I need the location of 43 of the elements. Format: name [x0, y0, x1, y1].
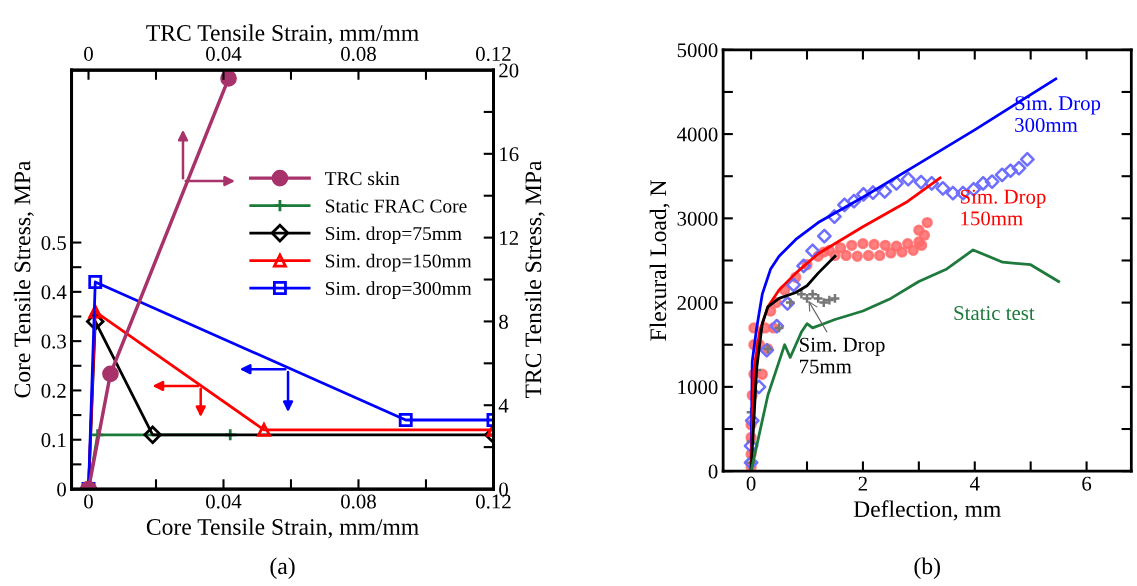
- y2-tick-label: 20: [499, 63, 519, 78]
- series-label: Static test: [954, 306, 1035, 321]
- legend-label: Static FRAC Core: [325, 199, 467, 213]
- x-tick-label: 4: [969, 476, 980, 491]
- y2-tick-label: 8: [499, 314, 508, 329]
- y-tick-label: 0.1: [41, 433, 66, 448]
- text: (b): [914, 557, 940, 579]
- x-axis-title: Core Tensile Strain, mm/mm: [146, 518, 419, 539]
- y-axis-title: Flexural Load, N: [649, 180, 670, 341]
- y-tick-label: 5000: [677, 43, 718, 58]
- text: (a): [270, 557, 295, 579]
- annotation: Sim. Drop 75mm: [799, 337, 885, 374]
- x-tick-label: 2: [858, 476, 867, 491]
- y-tick-label: 0: [708, 464, 718, 479]
- x2-tick-label: 0.12: [476, 46, 511, 62]
- y-tick-label: 2000: [677, 295, 718, 311]
- x-tick-label: 0.04: [206, 494, 242, 509]
- x-tick-label: 0: [84, 494, 93, 509]
- legend-label: TRC skin: [325, 171, 400, 186]
- legend-label: Sim. drop=300mm: [325, 281, 472, 299]
- legend-label: Sim. drop=150mm: [325, 253, 472, 272]
- y-tick-label: 3000: [677, 211, 718, 226]
- legend-label: Sim. drop=75mm: [325, 226, 462, 245]
- x2-tick-label: 0: [84, 46, 93, 61]
- x-tick-label: 6: [1082, 476, 1092, 491]
- y2-tick-label: 16: [500, 147, 519, 162]
- y2-tick-label: 12: [500, 231, 518, 245]
- y-tick-label: 4000: [677, 127, 718, 142]
- x2-axis-title: TRC Tensile Strain, mm/mm: [146, 24, 419, 45]
- x-axis-title: Deflection, mm: [853, 500, 1001, 521]
- series-label: Sim. Drop 150mm: [960, 189, 1046, 226]
- y-axis-title: Core Tensile Stress, MPa: [13, 160, 34, 398]
- x2-tick-label: 0.04: [206, 46, 242, 62]
- y-tick-label: 0.4: [41, 285, 67, 300]
- y2-tick-label: 4: [498, 398, 509, 413]
- x2-tick-label: 0.08: [341, 46, 376, 62]
- y-tick-label: 1000: [678, 380, 718, 395]
- x-tick-label: 0.08: [341, 494, 376, 509]
- x-tick-label: 0: [746, 476, 756, 491]
- y2-axis-title: TRC Tensile Stress, MPa: [524, 160, 545, 399]
- y-tick-label: 0.2: [41, 383, 66, 398]
- y-tick-label: 0.5: [41, 235, 66, 251]
- y-tick-label: 0.3: [41, 334, 66, 349]
